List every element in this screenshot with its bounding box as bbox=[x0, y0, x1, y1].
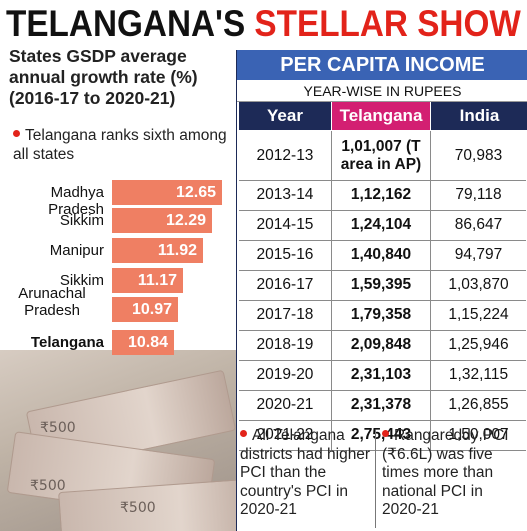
cell-telangana: 1,79,358 bbox=[332, 300, 431, 330]
cell-india: 79,118 bbox=[455, 186, 502, 203]
table-row: 2016-17 1,59,395 1,03,870 bbox=[239, 270, 526, 301]
cell-india: 1,26,855 bbox=[448, 396, 509, 413]
bullet-icon bbox=[240, 430, 247, 438]
cell-india: 94,797 bbox=[454, 246, 503, 263]
ranking-note-text: Telangana ranks sixth among all states bbox=[13, 127, 227, 163]
cell-telangana: 1,01,007 (T area in AP) bbox=[332, 131, 431, 180]
cell-year: 2019-20 bbox=[239, 360, 332, 390]
bar: 12.29 bbox=[112, 208, 212, 233]
cell-india: 1,03,870 bbox=[448, 276, 509, 293]
bar: 10.84 bbox=[112, 330, 174, 355]
footnote-districts-text: All Telangana districts had higher PCI t… bbox=[240, 427, 371, 518]
table-subtitle: YEAR-WISE IN RUPEES bbox=[237, 81, 527, 102]
bar-value-label: 11.92 bbox=[157, 242, 197, 259]
table-row: 2019-20 2,31,103 1,32,115 bbox=[239, 360, 526, 391]
bar-value-label: 10.84 bbox=[127, 334, 168, 351]
cell-year: 2020-21 bbox=[239, 390, 332, 420]
footnote-divider bbox=[375, 430, 376, 528]
bar-value-label: 10.97 bbox=[131, 301, 172, 318]
cell-telangana: 1,12,162 bbox=[332, 180, 431, 210]
table-title: PER CAPITA INCOME bbox=[237, 50, 527, 80]
cell-india: 1,50,007 bbox=[448, 426, 509, 443]
bullet-icon bbox=[13, 130, 20, 138]
cell-telangana: 2,31,378 bbox=[332, 390, 431, 420]
title-part-2: STELLAR SHOW bbox=[254, 3, 521, 44]
cell-telangana: 2,31,103 bbox=[332, 360, 431, 390]
bar-category-label: Sikkim bbox=[59, 212, 104, 229]
cell-year: 2014-15 bbox=[239, 210, 332, 240]
cell-year: 2015-16 bbox=[239, 240, 332, 270]
bar-category-label: Manipur bbox=[49, 242, 104, 259]
cell-india: 1,25,946 bbox=[448, 336, 509, 353]
rupee-symbol-icon: ₹500 bbox=[30, 478, 66, 494]
cell-year: 2016-17 bbox=[239, 270, 332, 300]
bar: 11.92 bbox=[112, 238, 203, 263]
cell-year: 2017-18 bbox=[239, 300, 332, 330]
cell-telangana: 2,75,443 bbox=[332, 420, 431, 450]
cell-year: 2013-14 bbox=[239, 180, 332, 210]
table-row: 2017-18 1,79,358 1,15,224 bbox=[239, 300, 526, 331]
bar: 11.17 bbox=[112, 268, 183, 293]
table-row: 2014-15 1,24,104 86,647 bbox=[239, 210, 526, 241]
bar-category-label: Arunachal Pradesh bbox=[18, 285, 86, 319]
table-row: 2015-16 1,40,840 94,797 bbox=[239, 240, 526, 271]
table-row: 2013-14 1,12,162 79,118 bbox=[239, 180, 526, 211]
table-row: 2021-22 2,75,443 1,50,007 bbox=[239, 420, 526, 451]
cell-year: 2021-22 bbox=[239, 420, 332, 450]
footnote-districts: All Telangana districts had higher PCI t… bbox=[240, 427, 373, 520]
per-capita-income-table: PER CAPITA INCOME YEAR-WISE IN RUPEES Ye… bbox=[236, 50, 527, 531]
cell-india: 86,647 bbox=[454, 216, 503, 233]
cell-telangana: 1,24,104 bbox=[332, 210, 431, 240]
bar-value-label: 12.29 bbox=[165, 212, 206, 229]
column-header-india: India bbox=[431, 102, 527, 130]
table-row: 2018-19 2,09,848 1,25,946 bbox=[239, 330, 526, 361]
table-row: 2012-13 1,01,007 (T area in AP) 70,983 bbox=[239, 131, 526, 181]
bullet-icon bbox=[382, 430, 389, 438]
column-header-year: Year bbox=[239, 102, 331, 130]
page-title: TELANGANA'S STELLAR SHOW bbox=[6, 2, 521, 46]
bar: 10.97 bbox=[112, 297, 178, 322]
rupee-symbol-icon: ₹500 bbox=[40, 420, 76, 436]
cell-india: 70,983 bbox=[454, 146, 503, 164]
footnote-rangareddy: Rangareddy PCI (₹6.6L) was five times mo… bbox=[382, 427, 525, 520]
ranking-note: Telangana ranks sixth among all states bbox=[13, 127, 233, 164]
chart-subtitle: States GSDP average annual growth rate (… bbox=[9, 46, 198, 108]
cell-year: 2012-13 bbox=[239, 131, 332, 180]
bar-value-label: 12.65 bbox=[175, 184, 216, 201]
cell-telangana: 2,09,848 bbox=[332, 330, 431, 360]
footnote-rangareddy-text: Rangareddy PCI (₹6.6L) was five times mo… bbox=[382, 427, 509, 518]
cell-india: 1,15,224 bbox=[448, 306, 509, 323]
cell-india: 1,32,115 bbox=[448, 366, 509, 383]
bar-value-label: 11.17 bbox=[137, 272, 177, 289]
cell-telangana: 1,59,395 bbox=[332, 270, 431, 300]
bar: 12.65 bbox=[112, 180, 222, 205]
cell-year: 2018-19 bbox=[239, 330, 332, 360]
bar-category-label: Madhya Pradesh bbox=[48, 184, 104, 218]
bar-category-label: Telangana bbox=[30, 334, 104, 351]
currency-notes-image: ₹500 ₹500 ₹500 bbox=[0, 350, 236, 531]
cell-telangana: 1,40,840 bbox=[332, 240, 431, 270]
table-row: 2020-21 2,31,378 1,26,855 bbox=[239, 390, 526, 421]
rupee-symbol-icon: ₹500 bbox=[120, 500, 156, 516]
title-part-1: TELANGANA'S bbox=[6, 3, 246, 44]
bar-category-label: Sikkim bbox=[59, 272, 104, 289]
column-header-telangana: Telangana bbox=[332, 102, 430, 130]
